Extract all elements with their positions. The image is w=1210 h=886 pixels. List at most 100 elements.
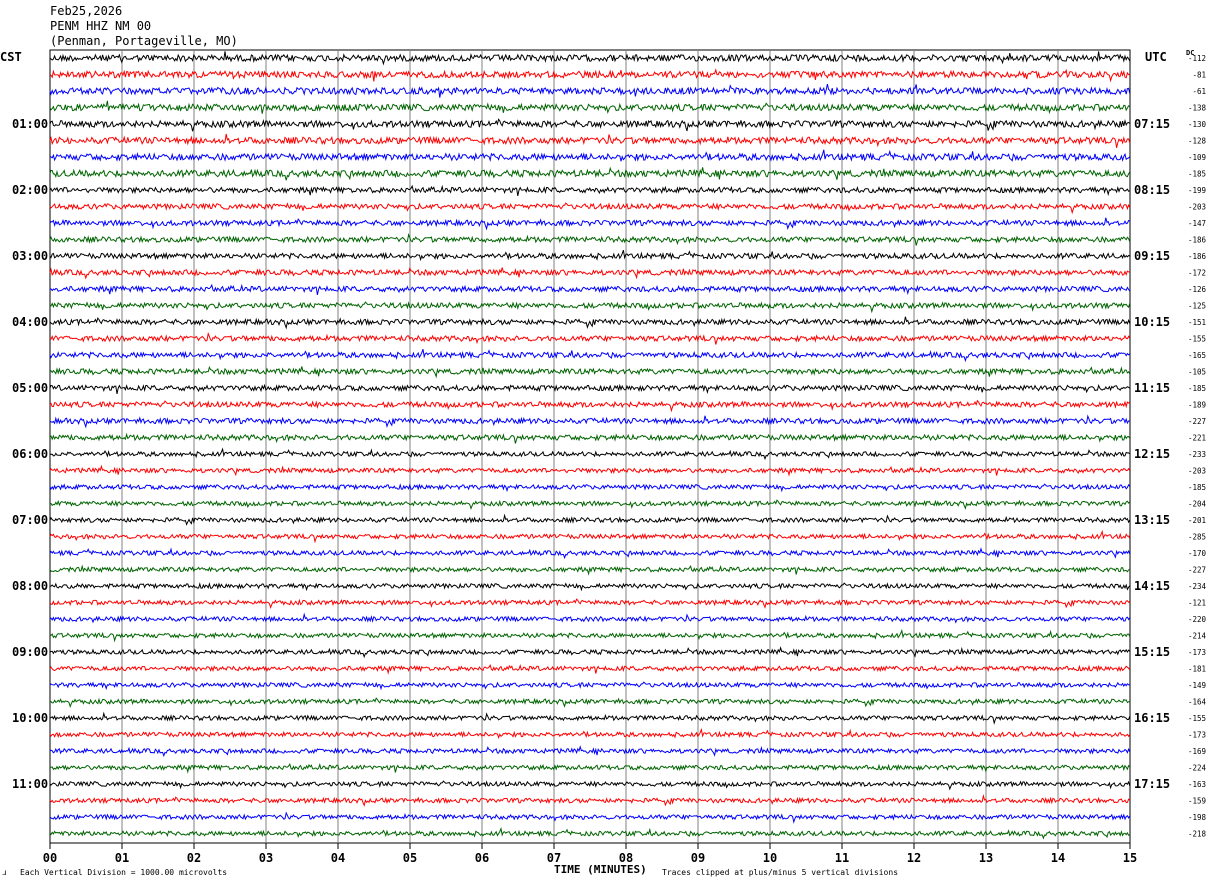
utc-hour-label: 07:15 (1134, 117, 1170, 131)
seismic-trace (49, 780, 1131, 791)
plot-header: Feb25,2026 PENM HHZ NM 00 (Penman, Porta… (50, 4, 238, 49)
dc-offset-label: -181 (1188, 665, 1206, 674)
seismic-trace (50, 499, 1131, 511)
seismic-trace (49, 414, 1130, 429)
seismic-trace (49, 447, 1131, 461)
x-tick-label: 11 (835, 851, 849, 865)
dc-offset-label: -198 (1188, 813, 1207, 822)
dc-offset-label: -218 (1188, 830, 1207, 839)
seismic-trace (49, 582, 1131, 592)
seismic-trace (49, 133, 1131, 148)
seismic-trace (49, 68, 1130, 83)
seismic-trace (49, 266, 1130, 280)
dc-offset-label: -227 (1188, 417, 1206, 426)
dc-offset-label: -173 (1188, 648, 1206, 657)
seismic-trace (49, 383, 1131, 395)
x-tick-label: 06 (475, 851, 489, 865)
left-timezone-label: CST (0, 50, 22, 64)
seismic-trace (49, 727, 1131, 740)
dc-offset-label: -164 (1188, 698, 1207, 707)
dc-offset-label: -173 (1188, 731, 1206, 740)
cst-hour-label: 06:00 (12, 447, 48, 461)
utc-hour-label: 17:15 (1134, 777, 1170, 791)
cst-hour-label: 05:00 (12, 381, 48, 395)
seismic-trace (49, 232, 1131, 246)
seismic-trace (49, 100, 1131, 115)
x-tick-label: 14 (1051, 851, 1065, 865)
x-tick-label: 13 (979, 851, 993, 865)
seismic-trace (49, 118, 1131, 132)
seismic-trace (49, 349, 1131, 363)
seismic-trace (49, 513, 1131, 526)
dc-offset-label: -186 (1188, 252, 1207, 261)
x-tick-label: 03 (259, 851, 273, 865)
dc-offset-label: -121 (1188, 599, 1206, 608)
utc-hour-label: 14:15 (1134, 579, 1170, 593)
dc-offset-label: -172 (1188, 269, 1206, 278)
seismic-trace (49, 745, 1131, 758)
dc-offset-label: -109 (1188, 153, 1206, 162)
dc-offset-label: -221 (1188, 434, 1206, 443)
seismic-trace (49, 529, 1131, 544)
dc-offset-label: -214 (1188, 632, 1207, 641)
clip-note: Traces clipped at plus/minus 5 vertical … (662, 868, 899, 877)
utc-hour-label: 12:15 (1134, 447, 1170, 461)
dc-offset-label: -203 (1188, 467, 1206, 476)
seismic-trace (49, 51, 1131, 66)
dc-offset-label: -112 (1188, 54, 1206, 63)
x-tick-label: 04 (331, 851, 345, 865)
seismic-trace (49, 547, 1131, 560)
x-tick-label: 01 (115, 851, 129, 865)
dc-offset-label: -169 (1188, 747, 1206, 756)
seismic-trace (49, 794, 1131, 807)
plot-date: Feb25,2026 (50, 4, 123, 18)
x-tick-label: 15 (1123, 851, 1137, 865)
seismic-trace (49, 250, 1131, 262)
seismic-trace (49, 149, 1131, 163)
x-tick-label: 00 (43, 851, 57, 865)
seismic-trace (49, 628, 1131, 643)
seismic-trace (49, 432, 1131, 444)
dc-offset-label: -165 (1188, 351, 1206, 360)
dc-offset-label: -149 (1188, 681, 1206, 690)
seismic-trace (49, 399, 1131, 413)
dc-offset-label: -185 (1188, 384, 1206, 393)
seismic-trace (49, 646, 1131, 659)
seismic-trace (49, 283, 1131, 296)
dc-offset-label: -151 (1188, 318, 1206, 327)
utc-hour-label: 09:15 (1134, 249, 1170, 263)
dc-offset-label: -128 (1188, 137, 1207, 146)
dc-offset-label: -125 (1188, 302, 1206, 311)
dc-label: DC (1186, 49, 1195, 57)
dc-offset-label: -233 (1188, 450, 1206, 459)
seismic-trace (49, 811, 1131, 824)
cst-hour-label: 10:00 (12, 711, 48, 725)
dc-offset-label: -130 (1188, 120, 1207, 129)
seismic-trace (49, 217, 1130, 231)
x-tick-label: 10 (763, 851, 777, 865)
cst-hour-label: 03:00 (12, 249, 48, 263)
seismic-trace (49, 316, 1131, 330)
corner-mark: ɹ (2, 868, 7, 877)
seismic-trace (49, 365, 1131, 379)
cst-hour-label: 01:00 (12, 117, 48, 131)
dc-offset-label: -105 (1188, 368, 1206, 377)
dc-offset-label: -159 (1188, 797, 1206, 806)
seismic-trace (49, 612, 1131, 624)
seismic-trace (49, 598, 1131, 610)
seismic-trace (49, 331, 1131, 345)
seismic-trace (49, 301, 1131, 314)
seismic-trace (49, 83, 1131, 98)
station-code: PENM HHZ NM 00 (50, 19, 152, 33)
dc-offset-label: -189 (1188, 401, 1206, 410)
utc-hour-label: 15:15 (1134, 645, 1170, 659)
x-tick-label: 02 (187, 851, 201, 865)
dc-offset-label: -201 (1188, 516, 1206, 525)
dc-offset-label: -155 (1188, 714, 1206, 723)
dc-offset-label: -163 (1188, 780, 1206, 789)
seismic-trace (49, 826, 1130, 840)
seismic-trace (49, 697, 1130, 709)
utc-hour-label: 16:15 (1134, 711, 1170, 725)
dc-offset-label: -185 (1188, 483, 1206, 492)
dc-offset-label: -61 (1192, 87, 1206, 96)
